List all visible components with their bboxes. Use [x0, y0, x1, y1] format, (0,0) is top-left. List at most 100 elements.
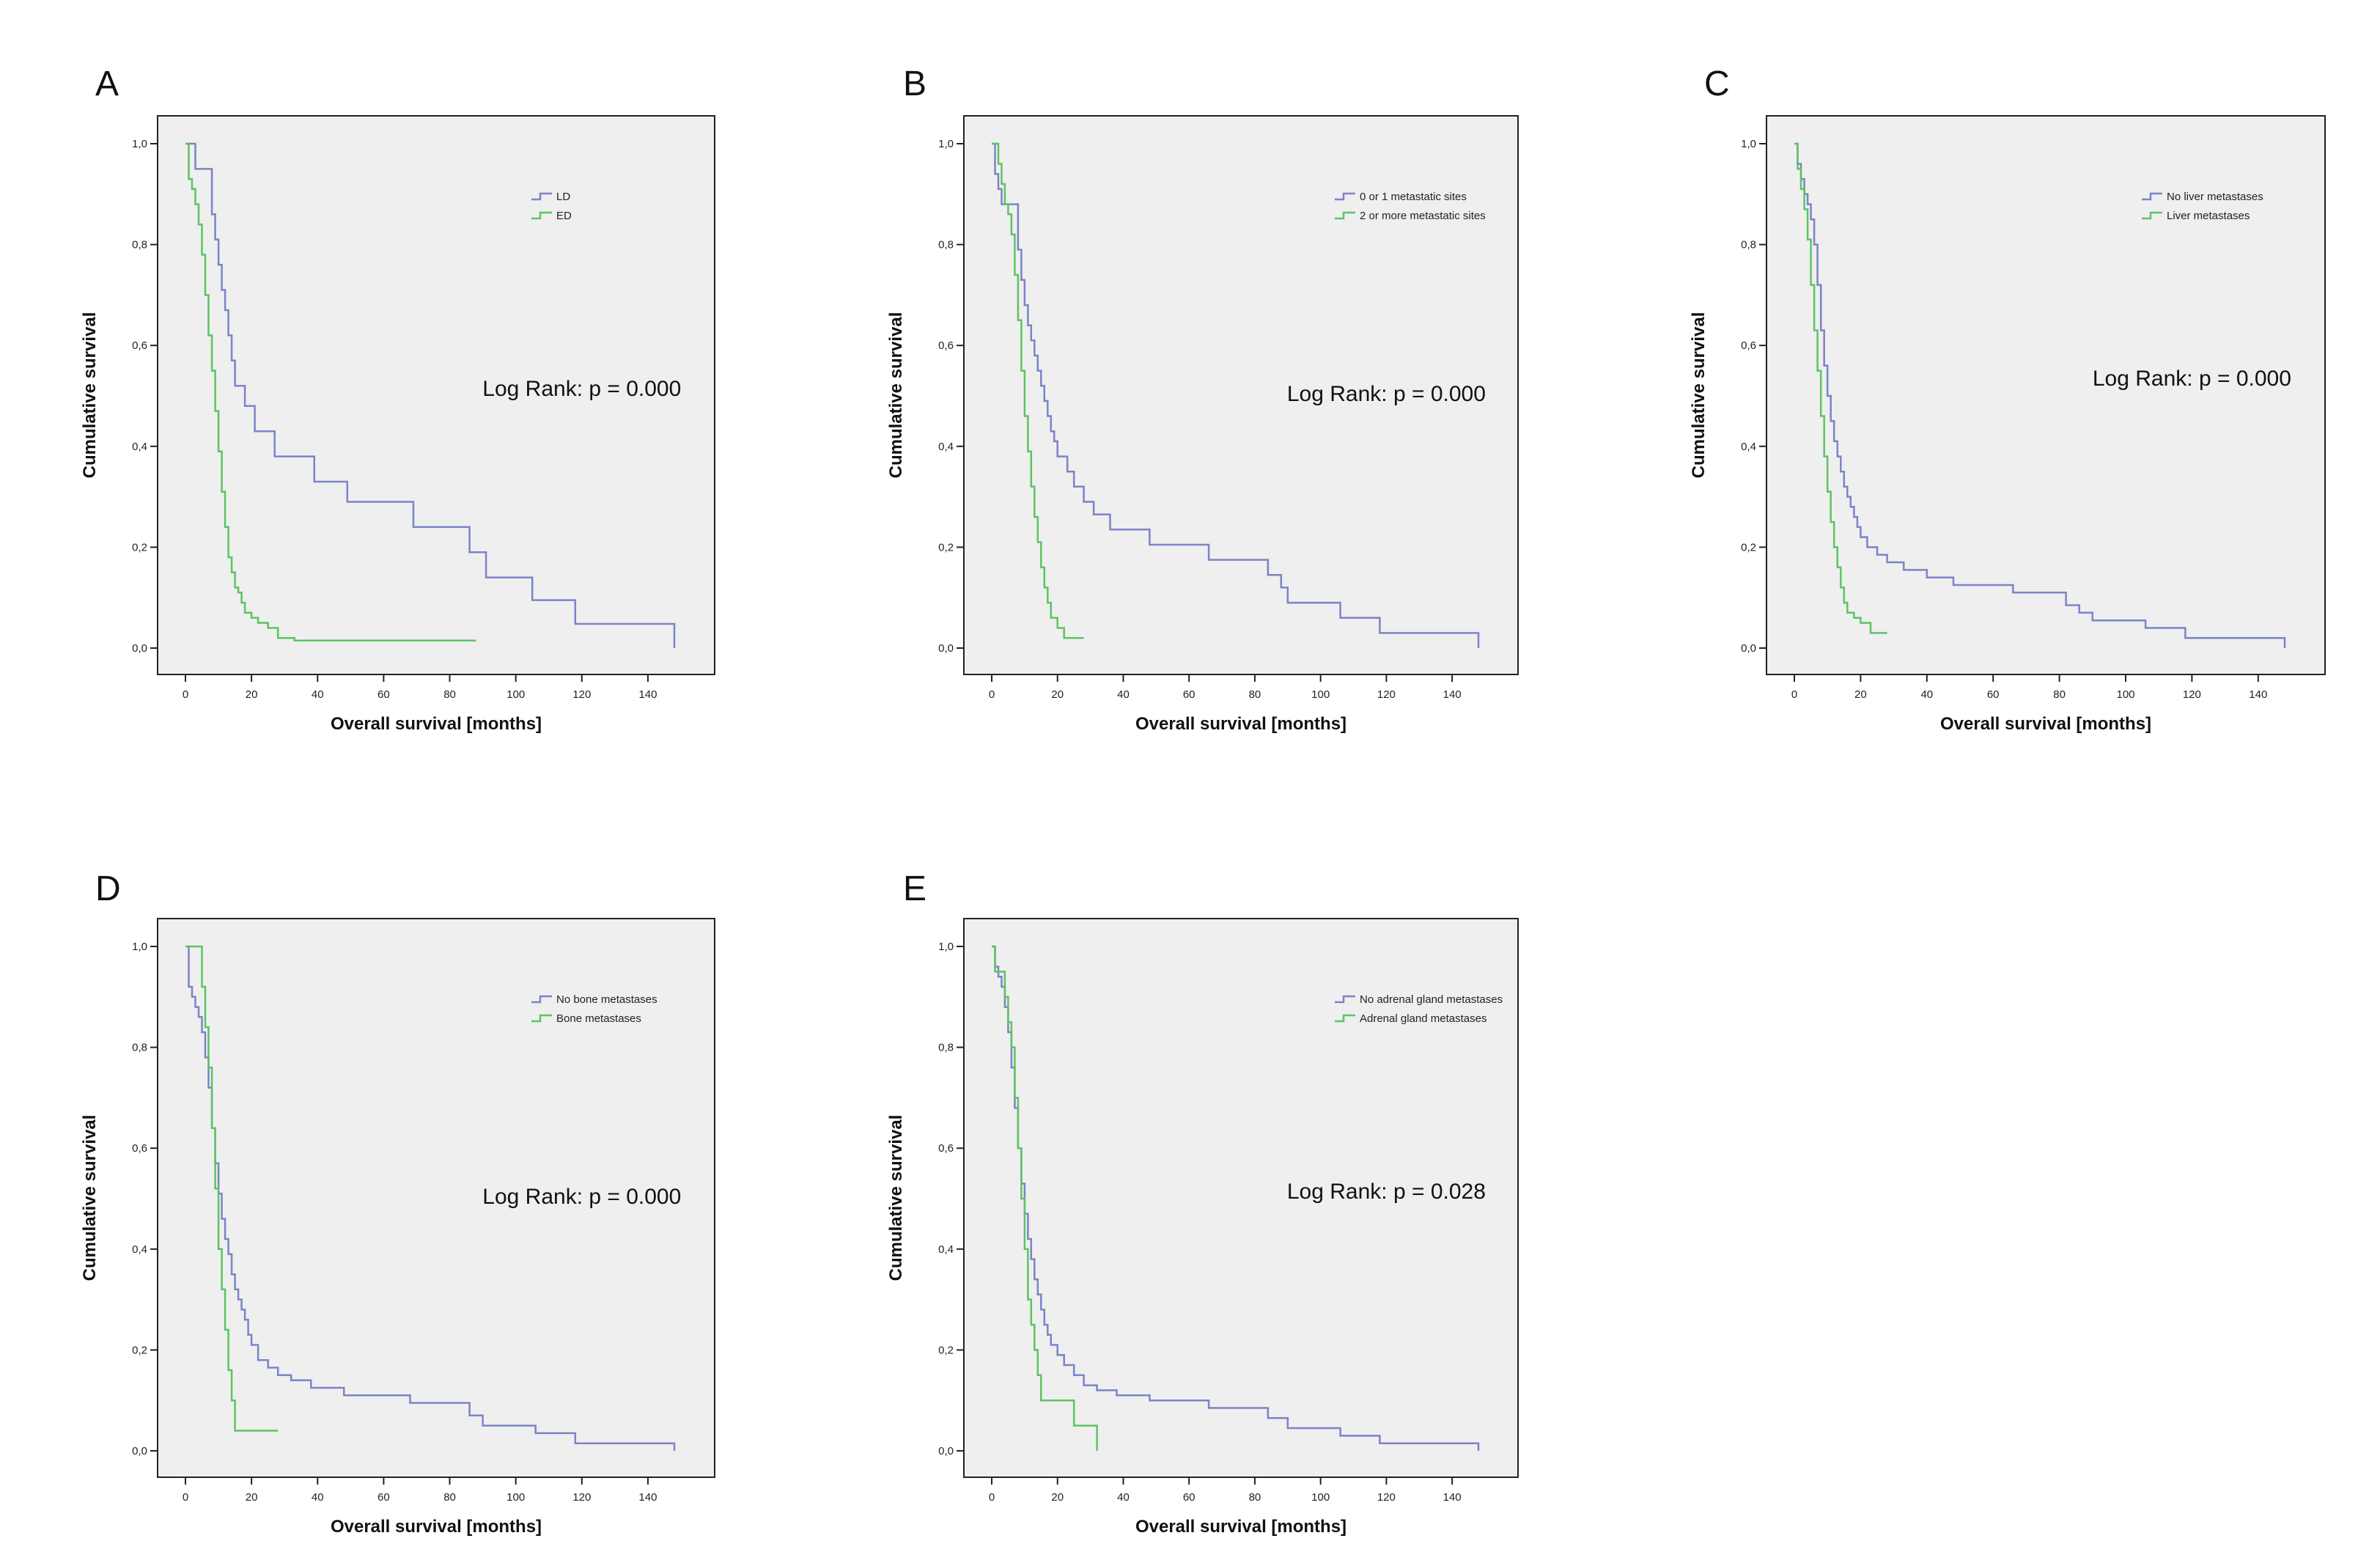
x-tick-label: 80 — [443, 688, 456, 701]
legend-label-blue: No liver metastases — [2167, 191, 2263, 203]
legend-label-blue: LD — [556, 191, 570, 203]
x-tick-label: 120 — [1377, 1491, 1396, 1504]
y-tick-label: 0,4 — [1741, 441, 1756, 453]
y-tick-label: 0,2 — [938, 541, 954, 554]
x-tick-label: 120 — [572, 1491, 591, 1504]
survival-curve-green — [185, 945, 279, 1432]
log-rank-annotation: Log Rank: p = 0.028 — [1287, 1180, 1486, 1204]
legend-swatch-blue — [531, 995, 552, 1004]
y-tick-label: 0,6 — [1741, 339, 1756, 352]
legend-label-green: 2 or more metastatic sites — [1360, 210, 1486, 222]
x-tick-label: 80 — [2053, 688, 2066, 701]
x-axis-title: Overall survival [months] — [1940, 714, 2151, 734]
x-axis-title: Overall survival [months] — [1135, 714, 1346, 734]
x-tick-label: 100 — [1311, 1491, 1330, 1504]
y-tick-label: 0,0 — [938, 642, 954, 655]
legend-swatch-blue — [2142, 192, 2162, 201]
x-tick-label: 0 — [989, 1491, 995, 1504]
plot-area — [157, 918, 715, 1478]
y-tick-label: 0,6 — [938, 339, 954, 352]
legend-label-green: ED — [556, 210, 572, 222]
x-axis-title: Overall survival [months] — [331, 714, 542, 734]
x-tick-label: 40 — [1920, 688, 1933, 701]
survival-curve-blue — [185, 945, 676, 1451]
legend-label-green: Adrenal gland metastases — [1360, 1012, 1486, 1025]
x-tick-label: 120 — [572, 688, 591, 701]
legend-swatch-blue — [1335, 192, 1355, 201]
y-tick-label: 0,6 — [938, 1142, 954, 1155]
panel-letter-c: C — [1704, 65, 1730, 103]
survival-curve-green — [992, 945, 1098, 1451]
y-tick-label: 0,8 — [938, 239, 954, 251]
panel-c: C 0,0 0,2 0,4 0,6 0,8 1,0 0 20 40 60 80 100 120 140 Ove… — [1689, 65, 2326, 734]
panel-a: A 0,0 0,2 0,4 0,6 0,8 1,0 0 20 40 60 80 100 120 140 Ove… — [80, 65, 715, 734]
legend-swatch-green — [1335, 1014, 1355, 1023]
x-tick-label: 60 — [1183, 688, 1195, 701]
x-tick-label: 100 — [2116, 688, 2134, 701]
x-tick-label: 140 — [1443, 1491, 1462, 1504]
y-tick-label: 0,2 — [132, 541, 147, 554]
x-tick-label: 0 — [183, 688, 188, 701]
y-tick-label: 1,0 — [938, 941, 954, 953]
x-tick-label: 80 — [1249, 688, 1261, 701]
y-tick-label: 0,2 — [1741, 541, 1756, 554]
panel-letter-d: D — [95, 869, 121, 908]
panel-letter-b: B — [903, 65, 926, 103]
x-tick-label: 40 — [1117, 688, 1130, 701]
y-tick-label: 1,0 — [132, 941, 147, 953]
x-axis-title: Overall survival [months] — [1135, 1517, 1346, 1537]
legend-swatch-green — [2142, 211, 2162, 220]
x-tick-label: 100 — [1311, 688, 1330, 701]
y-tick-label: 0,4 — [938, 441, 954, 453]
x-tick-label: 40 — [312, 688, 324, 701]
y-tick-label: 0,0 — [1741, 642, 1756, 655]
log-rank-annotation: Log Rank: p = 0.000 — [2093, 367, 2291, 391]
y-tick-label: 0,8 — [132, 1042, 147, 1054]
x-tick-label: 20 — [246, 1491, 258, 1504]
y-tick-label: 0,4 — [132, 1243, 147, 1256]
x-tick-label: 100 — [506, 1491, 525, 1504]
survival-curve-green — [185, 142, 476, 641]
panel-letter-e: E — [903, 869, 926, 908]
y-tick-label: 0,8 — [132, 239, 147, 251]
legend-swatch-blue — [1335, 995, 1355, 1004]
panel-d: D 0,0 0,2 0,4 0,6 0,8 1,0 0 20 40 60 80 100 120 140 Ove… — [80, 869, 715, 1537]
legend-label-blue: No adrenal gland metastases — [1360, 993, 1503, 1006]
survival-curve-blue — [1794, 142, 2286, 648]
survival-curve-green — [1794, 142, 1887, 634]
x-tick-label: 0 — [183, 1491, 188, 1504]
x-axis-title: Overall survival [months] — [331, 1517, 542, 1537]
panel-e: E 0,0 0,2 0,4 0,6 0,8 1,0 0 20 40 60 80 100 120 140 Ove… — [886, 869, 1519, 1537]
y-axis-title: Cumulative survival — [80, 312, 100, 479]
x-tick-label: 60 — [377, 1491, 390, 1504]
survival-curve-blue — [992, 945, 1480, 1451]
x-tick-label: 120 — [1377, 688, 1396, 701]
plot-area — [157, 115, 715, 675]
y-axis-title: Cumulative survival — [886, 1115, 906, 1281]
legend-label-blue: 0 or 1 metastatic sites — [1360, 191, 1467, 203]
y-axis-title: Cumulative survival — [80, 1115, 100, 1281]
y-tick-label: 0,8 — [938, 1042, 954, 1054]
plot-area — [963, 918, 1519, 1478]
x-tick-label: 140 — [638, 1491, 657, 1504]
x-tick-label: 20 — [246, 688, 258, 701]
legend-label-blue: No bone metastases — [556, 993, 657, 1006]
x-tick-label: 60 — [1987, 688, 2000, 701]
survival-curve-blue — [185, 142, 676, 648]
y-axis-title: Cumulative survival — [1689, 312, 1709, 479]
y-tick-label: 0,0 — [938, 1445, 954, 1457]
x-tick-label: 100 — [506, 688, 525, 701]
x-tick-label: 0 — [989, 688, 995, 701]
x-tick-label: 80 — [443, 1491, 456, 1504]
legend-label-green: Liver metastases — [2167, 210, 2250, 222]
x-tick-label: 60 — [1183, 1491, 1195, 1504]
y-tick-label: 0,8 — [1741, 239, 1756, 251]
y-tick-label: 0,6 — [132, 1142, 147, 1155]
y-tick-label: 0,2 — [938, 1344, 954, 1356]
survival-curve-blue — [992, 142, 1480, 648]
y-tick-label: 0,4 — [938, 1243, 954, 1256]
log-rank-annotation: Log Rank: p = 0.000 — [1287, 382, 1486, 406]
y-tick-label: 1,0 — [938, 138, 954, 150]
x-tick-label: 60 — [377, 688, 390, 701]
